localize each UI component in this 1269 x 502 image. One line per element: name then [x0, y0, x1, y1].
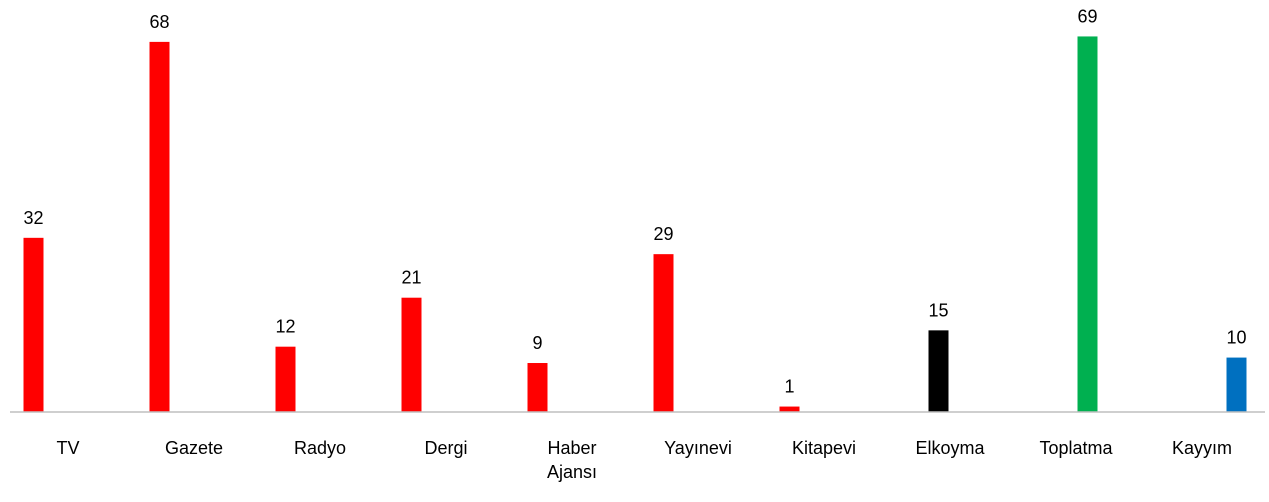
x-tick-label: Toplatma — [1039, 438, 1113, 458]
x-tick-label: TV — [56, 438, 80, 458]
data-label: 12 — [275, 317, 295, 337]
data-label: 32 — [23, 208, 43, 228]
x-tick-label: Kayyım — [1171, 438, 1232, 458]
x-tick-label: Haber Ajansı — [546, 438, 598, 482]
x-tick-label: Elkoyma — [915, 438, 985, 458]
bar — [23, 237, 44, 412]
bar — [149, 41, 170, 413]
bar — [1077, 36, 1098, 412]
x-tick-label: Kitapevi — [791, 438, 857, 458]
data-label: 29 — [653, 224, 673, 244]
data-label: 10 — [1226, 328, 1246, 348]
data-label: 15 — [928, 300, 948, 320]
x-tick-label: Radyo — [293, 438, 347, 458]
bar — [779, 406, 800, 412]
bar — [527, 363, 548, 412]
bar — [1226, 357, 1247, 412]
x-tick-label: Yayınevi — [664, 438, 732, 458]
data-label: 68 — [149, 12, 169, 32]
data-label: 21 — [401, 268, 421, 288]
x-tick-label: Dergi — [424, 438, 468, 458]
bar — [653, 254, 674, 412]
bar — [275, 346, 296, 412]
bar — [928, 330, 949, 412]
x-tick-label: Gazete — [164, 438, 224, 458]
bar — [401, 297, 422, 412]
data-label: 9 — [532, 333, 542, 353]
data-label: 1 — [784, 377, 794, 397]
data-label: 69 — [1077, 6, 1097, 26]
